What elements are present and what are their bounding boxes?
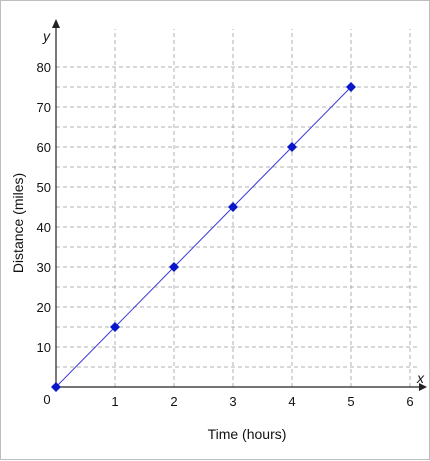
x-axis-arrow-icon [419, 383, 427, 391]
data-point-marker [287, 142, 297, 152]
x-axis-title: Time (hours) [208, 426, 287, 442]
data-point-marker [346, 82, 356, 92]
series-line [55, 86, 352, 388]
origin-label: 0 [43, 392, 50, 407]
x-tick-label: 6 [406, 394, 413, 409]
x-tick-label: 1 [111, 394, 118, 409]
data-point-marker [51, 382, 61, 392]
y-axis-title: Distance (miles) [10, 173, 26, 273]
data-point-marker [169, 262, 179, 272]
data-markers [51, 82, 356, 392]
y-tick-label: 50 [37, 180, 51, 195]
data-point-marker [110, 322, 120, 332]
y-tick-label: 30 [37, 260, 51, 275]
x-tick-labels: 1 2 3 4 5 6 [111, 394, 413, 409]
y-axis-letter: y [42, 28, 51, 44]
grid [56, 29, 419, 387]
data-point-marker [228, 202, 238, 212]
y-tick-label: 80 [37, 60, 51, 75]
x-tick-label: 2 [170, 394, 177, 409]
x-axis-letter: x [416, 370, 425, 386]
x-tick-label: 3 [229, 394, 236, 409]
y-tick-label: 70 [37, 100, 51, 115]
y-axis-arrow-icon [52, 19, 60, 28]
y-tick-label: 60 [37, 140, 51, 155]
y-tick-label: 40 [37, 220, 51, 235]
x-tick-label: 5 [347, 394, 354, 409]
y-tick-labels: 10 20 30 40 50 60 70 80 [37, 60, 51, 355]
y-tick-label: 10 [37, 340, 51, 355]
x-tick-label: 4 [288, 394, 295, 409]
y-tick-label: 20 [37, 300, 51, 315]
axes: x y 0 Time (hours) Distance (miles) [10, 19, 427, 442]
